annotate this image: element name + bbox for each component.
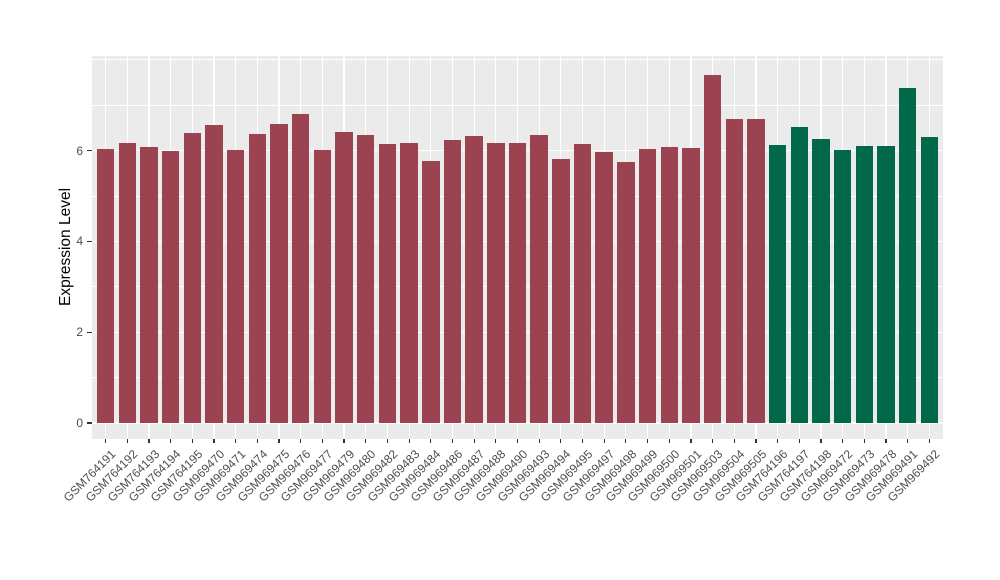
x-tick-mark [690,439,692,443]
x-tick-mark [104,439,107,443]
bar-GSM969482 [378,143,397,423]
bar-GSM969504 [725,118,744,423]
bar-GSM969490 [508,142,527,423]
x-tick-mark [733,439,735,443]
bar-GSM969484 [422,161,440,423]
bar-GSM969486 [443,139,462,423]
x-tick-mark [148,439,150,443]
x-tick-mark [451,439,454,443]
bar-GSM969471 [226,149,245,423]
bar-GSM969473 [855,146,874,423]
x-tick-mark [343,439,345,443]
bar-GSM969487 [465,136,483,423]
bar-GSM969477 [313,149,332,423]
x-tick-mark [386,439,388,443]
y-tick-mark [87,240,92,242]
x-tick-mark [863,439,865,443]
x-tick-mark [516,439,519,443]
x-tick-mark [928,439,930,443]
bar-GSM764197 [790,127,809,423]
x-tick-mark [712,439,714,443]
y-tick-label: 0 [76,416,83,430]
bar-GSM764193 [140,146,158,423]
y-tick-label: 6 [76,143,83,158]
bar-GSM969480 [356,135,375,423]
x-tick-mark [820,439,822,443]
bar-GSM969493 [530,134,548,423]
bar-GSM969483 [400,142,418,423]
plot-panel [92,56,943,439]
bar-GSM969470 [205,125,223,423]
x-tick-mark [755,439,757,443]
bar-GSM969503 [703,74,722,423]
x-tick-mark [408,439,410,443]
x-tick-mark [495,439,497,443]
x-tick-mark [885,439,887,443]
bar-GSM969497 [595,152,613,423]
x-tick-mark [560,439,562,443]
y-tick-mark [87,422,92,424]
bar-GSM969488 [487,142,505,423]
x-tick-mark [777,439,779,443]
x-tick-mark [365,439,367,443]
y-tick-label: 2 [76,325,83,340]
x-tick-mark [668,439,670,443]
x-tick-mark [278,439,280,443]
x-tick-mark [213,439,215,443]
bar-GSM969491 [898,88,917,423]
x-tick-mark [170,439,172,443]
bar-GSM969501 [682,147,700,423]
x-tick-mark [430,439,432,443]
x-tick-mark [842,439,844,443]
bar-GSM764192 [118,142,136,423]
x-tick-mark [907,439,909,443]
bar-GSM969478 [877,146,895,423]
bar-GSM969498 [617,162,635,423]
x-tick-mark [235,439,237,443]
bar-GSM969476 [291,113,310,423]
y-tick-label: 4 [76,234,83,249]
bar-GSM969505 [747,118,765,423]
x-tick-mark [300,439,302,443]
x-tick-mark [473,439,475,443]
bar-GSM764196 [768,145,787,423]
bar-GSM764194 [161,151,180,423]
bar-GSM764191 [96,149,115,423]
x-tick-mark [538,439,540,443]
x-tick-mark [256,439,258,443]
bar-GSM969479 [335,131,353,423]
bar-GSM969500 [660,147,678,423]
bar-GSM969494 [552,159,570,423]
bar-GSM969474 [248,133,267,423]
x-tick-mark [191,439,193,443]
x-tick-mark [126,439,128,443]
y-tick-mark [87,150,92,152]
bar-GSM764195 [183,132,202,423]
y-tick-mark [87,331,92,333]
bar-GSM764198 [812,138,830,423]
x-tick-mark [603,439,605,443]
x-tick-mark [625,439,627,443]
bar-GSM969499 [638,149,657,423]
x-tick-mark [321,439,323,443]
bar-GSM969472 [833,149,852,423]
x-tick-mark [646,439,649,443]
bar-GSM969475 [270,123,288,423]
x-tick-mark [581,439,584,443]
bar-GSM969495 [573,144,592,423]
bar-GSM969492 [920,136,939,423]
x-tick-mark [798,439,800,443]
